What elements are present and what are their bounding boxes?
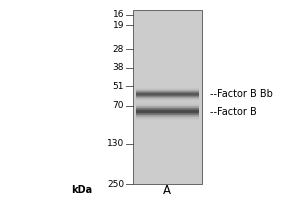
Text: 250: 250 [107,180,124,189]
Text: 130: 130 [107,139,124,148]
Bar [136,118,199,119]
Bar [136,103,199,104]
Bar [136,89,199,90]
Bar [136,115,199,116]
Bar [136,107,199,108]
Bar [136,113,199,114]
Bar [136,108,199,109]
Bar [136,98,199,99]
Bar [136,91,199,92]
Text: 51: 51 [112,82,124,91]
Bar [136,114,199,115]
Bar [136,111,199,112]
Bar [136,116,199,117]
Bar [136,109,199,110]
Text: --Factor B Bb: --Factor B Bb [211,89,273,99]
Bar [136,88,199,89]
Text: 16: 16 [112,10,124,19]
Bar [136,112,199,113]
Bar [136,106,199,107]
Bar [136,101,199,102]
Bar [136,100,199,101]
Bar [136,105,199,106]
Bar [136,102,199,103]
Text: 70: 70 [112,101,124,110]
Bar [136,87,199,88]
Text: kDa: kDa [71,185,92,195]
Text: --Factor B: --Factor B [211,107,257,117]
Bar [136,119,199,120]
Bar [136,96,199,97]
Bar [136,117,199,118]
Text: A: A [163,184,171,197]
Bar [136,94,199,95]
Bar [136,92,199,93]
Bar [136,90,199,91]
Bar [136,110,199,111]
Text: 19: 19 [112,21,124,30]
Bar [136,99,199,100]
Text: 38: 38 [112,63,124,72]
Bar [136,93,199,94]
Bar [136,95,199,96]
Bar [136,104,199,105]
Text: 28: 28 [113,45,124,54]
Bar [133,10,202,184]
Bar [136,120,199,121]
Bar [136,97,199,98]
